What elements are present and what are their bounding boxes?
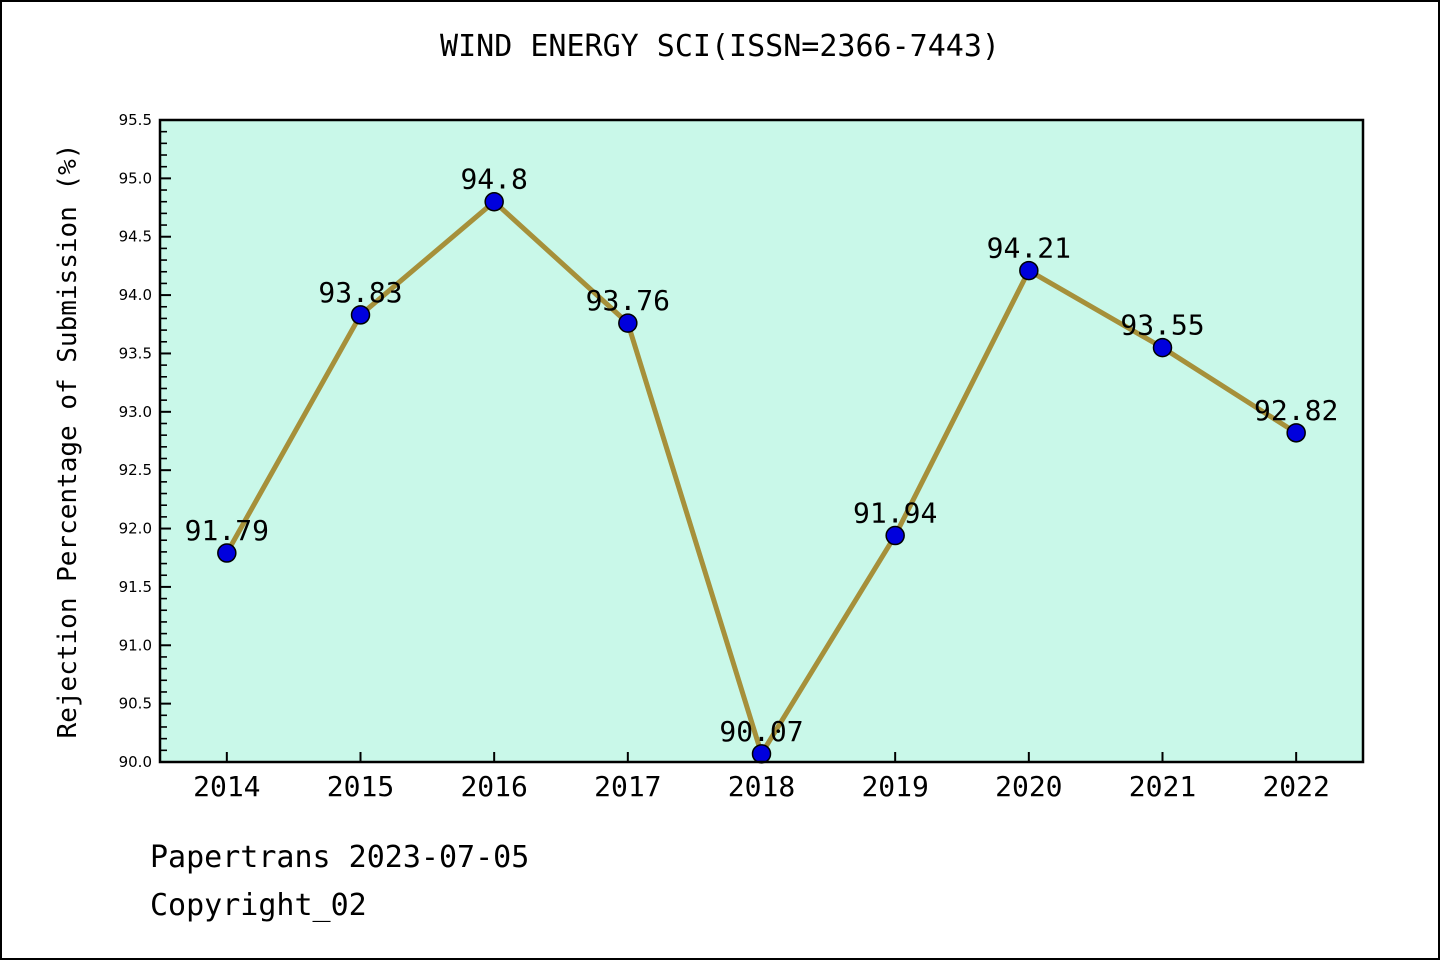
data-point-label: 93.76 — [586, 284, 670, 317]
chart-title: WIND ENERGY SCI(ISSN=2366-7443) — [440, 29, 1000, 64]
footer-source-date: Papertrans 2023-07-05 — [150, 840, 530, 875]
data-point — [484, 191, 504, 212]
y-axis-tick-label: 92.5 — [119, 461, 152, 479]
y-axis-tick-label: 94.5 — [119, 228, 152, 246]
data-point — [1152, 337, 1173, 358]
y-axis-tick-label: 95.0 — [119, 169, 152, 187]
y-axis-tick-label: 90.5 — [119, 695, 152, 713]
data-point-label: 91.79 — [185, 514, 269, 547]
data-point-label: 93.55 — [1120, 309, 1204, 342]
plot-frame — [158, 118, 1365, 764]
y-axis-tick-label: 91.5 — [119, 578, 152, 596]
x-axis-tick-label: 2015 — [327, 770, 394, 803]
data-point — [217, 543, 237, 563]
y-axis-tick-label: 93.0 — [119, 403, 152, 421]
x-axis-tick-label: 2022 — [1262, 770, 1329, 803]
y-axis-tick-label: 90.0 — [119, 753, 152, 771]
data-point-label: 94.21 — [987, 232, 1071, 265]
x-axis-tick-label: 2016 — [460, 770, 527, 803]
y-axis-tick-label: 92.0 — [119, 520, 152, 538]
data-point-label: 91.94 — [853, 497, 937, 530]
footer-copyright: Copyright_02 — [150, 888, 367, 923]
y-axis-tick-label: 91.0 — [119, 636, 152, 654]
data-point-label: 93.83 — [318, 276, 402, 309]
y-axis-tick-label: 94.0 — [119, 286, 152, 304]
data-point-label: 90.07 — [719, 715, 803, 748]
data-point — [1286, 423, 1306, 443]
data-point — [885, 525, 905, 546]
data-point — [618, 313, 638, 333]
data-point — [1019, 260, 1039, 281]
x-axis-tick-label: 2019 — [861, 770, 928, 803]
data-point-label: 92.82 — [1254, 394, 1338, 427]
x-axis-tick-label: 2018 — [728, 770, 795, 803]
x-axis-tick-label: 2020 — [995, 770, 1062, 803]
x-axis-tick-label: 2017 — [594, 770, 661, 803]
y-axis-tick-label: 93.5 — [119, 344, 152, 362]
plot-area — [160, 120, 1363, 762]
y-axis-title: Rejection Percentage of Submission (%) — [53, 144, 83, 739]
y-axis-tick-label: 95.5 — [119, 111, 152, 129]
data-point — [350, 305, 371, 325]
x-axis-tick-label: 2014 — [193, 770, 260, 803]
data-point-label: 94.8 — [460, 163, 527, 196]
x-axis-tick-label: 2021 — [1129, 770, 1196, 803]
